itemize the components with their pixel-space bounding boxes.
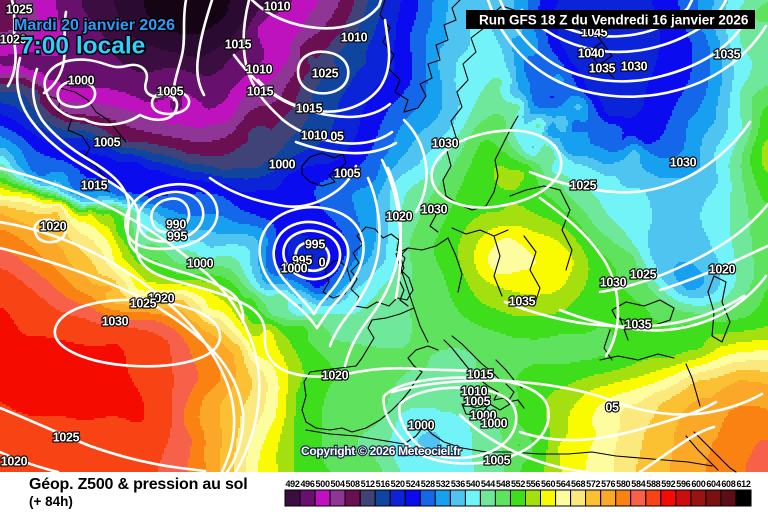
svg-text:1025: 1025 [53, 431, 80, 445]
svg-text:1015: 1015 [81, 179, 108, 193]
svg-text:516: 516 [376, 479, 390, 489]
svg-text:1020: 1020 [709, 263, 736, 277]
svg-text:596: 596 [676, 479, 690, 489]
svg-text:544: 544 [481, 479, 495, 489]
svg-text:564: 564 [556, 479, 570, 489]
svg-text:1035: 1035 [589, 62, 616, 76]
svg-text:1000: 1000 [470, 409, 497, 423]
svg-text:1000: 1000 [481, 417, 508, 431]
svg-text:05: 05 [605, 401, 619, 415]
svg-text:552: 552 [511, 479, 525, 489]
svg-text:1025: 1025 [312, 67, 339, 81]
svg-text:995: 995 [292, 254, 312, 268]
svg-text:604: 604 [706, 479, 720, 489]
svg-text:1035: 1035 [509, 295, 536, 309]
svg-text:Run GFS 18 Z du Vendredi 16 ja: Run GFS 18 Z du Vendredi 16 janvier 2026 [479, 13, 749, 28]
svg-text:1000: 1000 [68, 74, 95, 88]
svg-text:1040: 1040 [578, 47, 605, 61]
svg-text:492: 492 [285, 479, 299, 489]
svg-text:1005: 1005 [464, 395, 491, 409]
svg-text:1020: 1020 [322, 369, 349, 383]
svg-text:1020: 1020 [0, 33, 27, 47]
svg-text:1035: 1035 [625, 318, 652, 332]
svg-text:1010: 1010 [341, 31, 368, 45]
svg-text:608: 608 [721, 479, 735, 489]
svg-text:1000: 1000 [187, 257, 214, 271]
svg-text:Géop. Z500 & pression au sol: Géop. Z500 & pression au sol [29, 476, 247, 493]
svg-text:990: 990 [166, 218, 186, 232]
svg-text:508: 508 [346, 479, 360, 489]
svg-text:1005: 1005 [334, 167, 361, 181]
svg-text:528: 528 [421, 479, 435, 489]
svg-text:1005: 1005 [157, 85, 184, 99]
svg-text:568: 568 [571, 479, 585, 489]
svg-text:1030: 1030 [432, 137, 459, 151]
svg-text:1030: 1030 [421, 203, 448, 217]
svg-text:1020: 1020 [40, 220, 67, 234]
svg-text:995: 995 [305, 238, 325, 252]
svg-text:524: 524 [406, 479, 420, 489]
svg-text:504: 504 [331, 479, 345, 489]
svg-text:05: 05 [330, 130, 344, 144]
svg-text:520: 520 [391, 479, 405, 489]
svg-text:548: 548 [496, 479, 510, 489]
svg-text:560: 560 [541, 479, 555, 489]
svg-text:Copyright © 2026 Meteociel.fr: Copyright © 2026 Meteociel.fr [301, 444, 462, 458]
svg-text:1020: 1020 [148, 292, 175, 306]
svg-text:1035: 1035 [714, 48, 741, 62]
svg-text:1030: 1030 [621, 60, 648, 74]
svg-text:496: 496 [300, 479, 314, 489]
svg-text:584: 584 [631, 479, 645, 489]
svg-text:612: 612 [736, 479, 750, 489]
svg-text:512: 512 [361, 479, 375, 489]
svg-text:592: 592 [661, 479, 675, 489]
svg-text:1020: 1020 [1, 455, 28, 469]
svg-text:572: 572 [586, 479, 600, 489]
svg-text:1000: 1000 [269, 158, 296, 172]
svg-text:1030: 1030 [670, 156, 697, 170]
svg-text:1025: 1025 [130, 297, 157, 311]
svg-text:556: 556 [526, 479, 540, 489]
svg-text:1010: 1010 [301, 129, 328, 143]
svg-text:7:00 locale: 7:00 locale [20, 33, 145, 60]
svg-text:580: 580 [616, 479, 630, 489]
svg-text:1005: 1005 [94, 136, 121, 150]
svg-text:532: 532 [436, 479, 450, 489]
svg-text:1015: 1015 [225, 38, 252, 52]
svg-text:1015: 1015 [467, 368, 494, 382]
svg-text:588: 588 [646, 479, 660, 489]
svg-text:1015: 1015 [296, 102, 323, 116]
svg-text:536: 536 [451, 479, 465, 489]
svg-text:540: 540 [466, 479, 480, 489]
svg-text:1000: 1000 [281, 262, 308, 276]
svg-text:(+ 84h): (+ 84h) [29, 494, 73, 509]
svg-text:0: 0 [319, 256, 326, 270]
svg-text:995: 995 [167, 230, 187, 244]
svg-text:1025: 1025 [6, 3, 33, 17]
svg-text:1000: 1000 [408, 419, 435, 433]
svg-text:500: 500 [316, 479, 330, 489]
svg-text:1020: 1020 [386, 210, 413, 224]
svg-text:1030: 1030 [102, 315, 129, 329]
svg-text:1010: 1010 [264, 0, 291, 14]
svg-text:1010: 1010 [461, 385, 488, 399]
svg-text:1025: 1025 [630, 268, 657, 282]
svg-text:1010: 1010 [246, 63, 273, 77]
svg-text:1030: 1030 [600, 276, 627, 290]
svg-text:576: 576 [601, 479, 615, 489]
svg-text:1025: 1025 [570, 179, 597, 193]
svg-text:1015: 1015 [247, 85, 274, 99]
svg-text:Mardi 20 janvier 2026: Mardi 20 janvier 2026 [14, 17, 175, 34]
svg-text:1005: 1005 [484, 454, 511, 468]
svg-text:600: 600 [691, 479, 705, 489]
